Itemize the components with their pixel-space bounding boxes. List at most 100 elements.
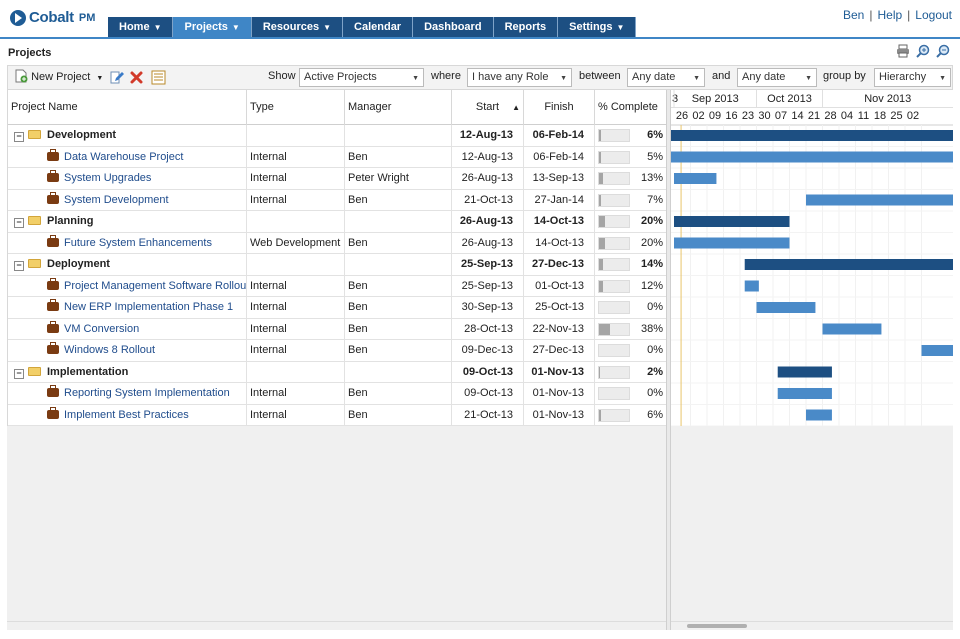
edit-icon[interactable] [109, 70, 124, 85]
group-by-select[interactable]: Hierarchy ▼ [874, 68, 951, 87]
gantt-task-bar[interactable] [674, 173, 717, 184]
cell-start: 25-Sep-13 [452, 275, 524, 297]
nav-resources[interactable]: Resources ▼ [251, 17, 344, 38]
table-row[interactable]: Project Management Software Rollout Inter… [8, 275, 667, 297]
gantt-task-bar[interactable] [921, 345, 954, 356]
nav-settings[interactable]: Settings ▼ [558, 17, 637, 38]
cell-type: Internal [247, 340, 345, 361]
gantt-task-bar[interactable] [806, 194, 953, 206]
table-row[interactable]: Data Warehouse Project Internal Ben 12-Aug-… [8, 146, 667, 168]
cell-manager: Ben [345, 404, 452, 426]
group-row[interactable]: − Planning 26-Aug-13 14-Oct-13 20% [8, 211, 667, 233]
from-date-select[interactable]: Any date ▼ [627, 68, 705, 87]
column-header-manager[interactable]: Manager [345, 90, 452, 125]
table-row[interactable]: New ERP Implementation Phase 1 Internal Be… [8, 297, 667, 319]
columns-icon[interactable] [151, 70, 166, 85]
table-row[interactable]: VM Conversion Internal Ben 28-Oct-13 22-Nov-… [8, 318, 667, 340]
column-header-pct[interactable]: % Complete [598, 101, 658, 113]
gantt-task-bar[interactable] [674, 237, 790, 249]
printer-icon[interactable] [896, 44, 910, 58]
table-row[interactable]: System Upgrades Internal Peter Wright 26-Au… [8, 168, 667, 190]
gantt-task-bar[interactable] [822, 323, 882, 335]
project-name-link[interactable]: New ERP Implementation Phase 1 [64, 301, 234, 313]
table-row[interactable]: Future System Enhancements Web Developmen… [8, 232, 667, 254]
cobalt-logo-icon [10, 9, 26, 26]
logo-suffix: PM [78, 11, 96, 24]
right-margin [953, 90, 960, 630]
gantt-group-bar[interactable] [671, 130, 953, 141]
project-name-link[interactable]: Project Management Software Rollout [64, 279, 247, 292]
delete-icon[interactable] [129, 70, 144, 85]
cell-pct: 6% [595, 125, 667, 146]
nav-projects[interactable]: Projects ▼ [173, 17, 252, 38]
nav-reports[interactable]: Reports [493, 17, 559, 38]
pane-splitter[interactable] [666, 90, 671, 630]
zoom-out-icon[interactable] [936, 44, 950, 58]
role-select[interactable]: I have any Role ▼ [467, 68, 572, 87]
collapse-toggle-icon[interactable]: − [14, 261, 24, 271]
table-row[interactable]: Reporting System Implementation Internal B… [8, 383, 667, 405]
pct-value: 14% [640, 258, 663, 270]
cell-name: − Implementation [8, 361, 247, 383]
gantt-task-bar[interactable] [777, 388, 832, 399]
progress-fill [599, 151, 601, 163]
project-name-link[interactable]: System Upgrades [64, 172, 152, 184]
gantt-chart: 3 Sep 2013 Oct 2013 Nov 2013 26 02 09 16 23 30 07 1… [671, 90, 953, 426]
group-row[interactable]: − Implementation 09-Oct-13 01-Nov-13 2% [8, 361, 667, 383]
zoom-in-icon[interactable] [916, 44, 930, 58]
column-header-start[interactable]: Start ▲ [452, 90, 524, 125]
project-name-link[interactable]: Data Warehouse Project [64, 150, 184, 163]
gantt-group-bar[interactable] [777, 366, 832, 378]
group-row[interactable]: − Deployment 25-Sep-13 27-Dec-13 14% [8, 254, 667, 276]
collapse-toggle-icon[interactable]: − [14, 218, 24, 228]
gantt-scrollbar-thumb[interactable] [687, 624, 747, 628]
project-name-link[interactable]: Windows 8 Rollout [64, 344, 156, 356]
column-header-name[interactable]: Project Name [8, 90, 247, 125]
help-link[interactable]: Help [877, 8, 903, 22]
table-row[interactable]: Implement Best Practices Internal Ben 21-Oc… [8, 404, 667, 426]
new-project-button[interactable]: New Project ▼ [14, 69, 103, 83]
column-header-finish[interactable]: Finish [524, 90, 595, 125]
grid-scrollbar[interactable] [7, 621, 666, 630]
logout-link[interactable]: Logout [915, 8, 952, 22]
folder-icon [28, 366, 41, 376]
collapse-toggle-icon[interactable]: − [14, 368, 24, 379]
pct-value: 12% [640, 279, 663, 292]
progress-bar [598, 301, 630, 314]
cell-name: System Development [8, 189, 247, 211]
project-name-link[interactable]: Implement Best Practices [64, 408, 189, 421]
table-row[interactable]: System Development Internal Ben 21-Oct-13 27… [8, 189, 667, 211]
gantt-task-bar[interactable] [671, 151, 953, 163]
group-row[interactable]: − Development 12-Aug-13 06-Feb-14 6% [8, 125, 667, 147]
column-header-type[interactable]: Type [247, 90, 345, 125]
gantt-group-bar[interactable] [674, 216, 790, 227]
nav-home[interactable]: Home ▼ [108, 17, 174, 38]
filter-toolbar: New Project ▼ Show Active Projects ▼ wher… [7, 65, 953, 90]
gantt-group-bar[interactable] [744, 259, 953, 270]
gantt-task-bar[interactable] [756, 302, 816, 313]
folder-icon [28, 130, 41, 139]
pct-value: 20% [640, 236, 663, 249]
gantt-scrollbar[interactable] [671, 621, 953, 630]
cell-start: 26-Aug-13 [452, 232, 524, 254]
cell-type: Internal [247, 383, 345, 404]
project-name-link[interactable]: VM Conversion [64, 322, 140, 335]
cell-finish: 25-Oct-13 [524, 297, 595, 318]
to-date-select[interactable]: Any date ▼ [737, 68, 817, 87]
gantt-task-bar[interactable] [806, 409, 832, 421]
collapse-toggle-icon[interactable]: − [14, 132, 24, 142]
nav-dashboard[interactable]: Dashboard [413, 17, 494, 38]
show-select[interactable]: Active Projects ▼ [299, 68, 424, 87]
nav-calendar[interactable]: Calendar [343, 17, 414, 38]
project-name-link[interactable]: Reporting System Implementation [64, 387, 230, 399]
group-by-value: Hierarchy [879, 71, 927, 83]
cell-start: 26-Aug-13 [452, 211, 524, 232]
project-name-link[interactable]: System Development [64, 193, 169, 206]
gantt-task-bar[interactable] [744, 280, 759, 292]
cell-pct: 7% [595, 190, 667, 211]
table-row[interactable]: Windows 8 Rollout Internal Ben 09-Dec-13 27-… [8, 340, 667, 362]
app-logo[interactable]: Cobalt PM [10, 9, 95, 26]
user-link[interactable]: Ben [843, 8, 865, 22]
project-name-link[interactable]: Future System Enhancements [64, 236, 212, 249]
group-by-label: group by [823, 70, 866, 82]
